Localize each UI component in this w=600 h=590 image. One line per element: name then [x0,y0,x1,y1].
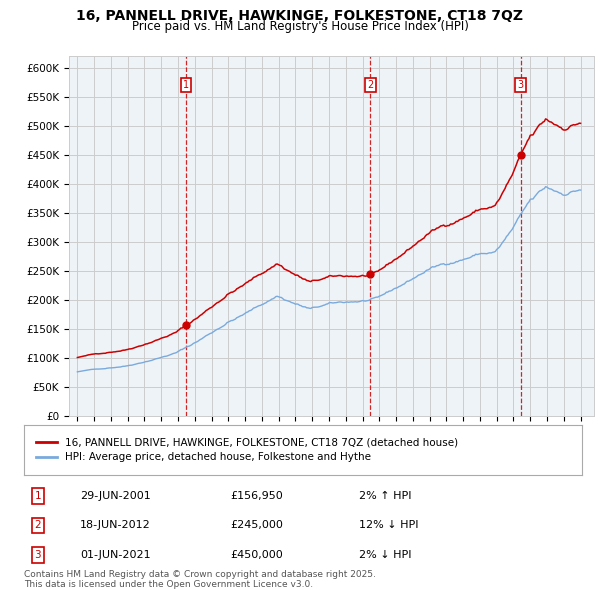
Text: 16, PANNELL DRIVE, HAWKINGE, FOLKESTONE, CT18 7QZ: 16, PANNELL DRIVE, HAWKINGE, FOLKESTONE,… [77,9,523,23]
Text: Price paid vs. HM Land Registry's House Price Index (HPI): Price paid vs. HM Land Registry's House … [131,20,469,33]
Text: 1: 1 [183,80,190,90]
Text: 2: 2 [35,520,41,530]
Text: 1: 1 [35,491,41,501]
Text: 01-JUN-2021: 01-JUN-2021 [80,550,151,560]
Text: 29-JUN-2001: 29-JUN-2001 [80,491,151,501]
Text: 12% ↓ HPI: 12% ↓ HPI [359,520,418,530]
Text: Contains HM Land Registry data © Crown copyright and database right 2025.
This d: Contains HM Land Registry data © Crown c… [24,570,376,589]
Text: 2% ↑ HPI: 2% ↑ HPI [359,491,412,501]
Text: £245,000: £245,000 [230,520,283,530]
Text: 3: 3 [35,550,41,560]
Text: £156,950: £156,950 [230,491,283,501]
Text: 2% ↓ HPI: 2% ↓ HPI [359,550,412,560]
Text: 18-JUN-2012: 18-JUN-2012 [80,520,151,530]
Legend: 16, PANNELL DRIVE, HAWKINGE, FOLKESTONE, CT18 7QZ (detached house), HPI: Average: 16, PANNELL DRIVE, HAWKINGE, FOLKESTONE,… [32,433,463,467]
Text: £450,000: £450,000 [230,550,283,560]
Text: 2: 2 [367,80,374,90]
Text: 3: 3 [517,80,524,90]
